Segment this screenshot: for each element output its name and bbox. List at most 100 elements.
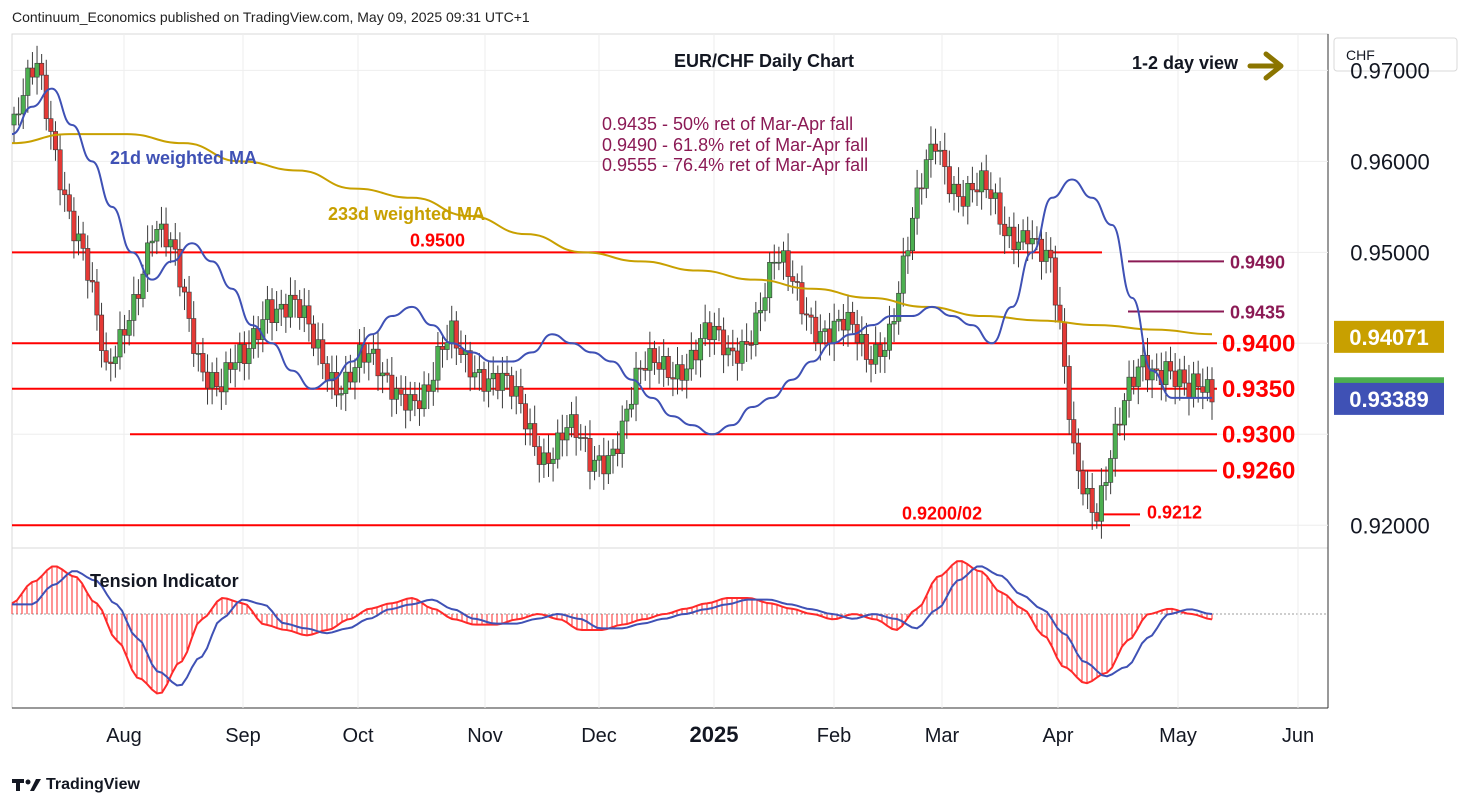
candle-body-187: [873, 344, 879, 365]
ma21-label: 21d weighted MA: [110, 148, 257, 168]
candle-body-194: [905, 250, 911, 257]
candle-body-134: [628, 403, 634, 410]
price-axis: 0.97000 0.96000 0.95000 0.92000: [1350, 58, 1430, 538]
candle-body-89: [421, 384, 427, 410]
candle-body-229: [1066, 366, 1072, 420]
x-tick-dec: Dec: [581, 725, 617, 747]
candle-body-128: [601, 455, 607, 475]
candle-body-127: [596, 455, 602, 461]
footer-brand: TradingView: [46, 776, 140, 793]
candle-body-3: [25, 67, 31, 96]
candle-body-125: [587, 438, 593, 472]
candle-body-122: [573, 414, 579, 438]
candle-body-168: [785, 250, 791, 277]
candle-body-84: [398, 388, 404, 395]
candle-body-114: [536, 446, 542, 465]
candle-body-192: [896, 292, 902, 322]
oscillator-label: Tension Indicator: [90, 571, 239, 591]
footer: TradingView: [12, 776, 140, 794]
candle-body-138: [647, 348, 653, 371]
candle-body-52: [251, 328, 257, 349]
candle-body-87: [412, 394, 418, 402]
candle-body-202: [942, 149, 948, 167]
candle-body-130: [610, 448, 616, 456]
candle-body-214: [997, 192, 1003, 225]
candle-body-227: [1057, 304, 1063, 323]
candle-body-148: [693, 349, 699, 361]
candle-body-42: [205, 371, 211, 389]
candle-body-257: [1195, 373, 1201, 387]
candle-body-150: [702, 322, 708, 339]
candle-body-40: [195, 353, 201, 355]
candle-body-25: [126, 320, 132, 336]
candle-body-95: [449, 320, 455, 344]
candle-body-129: [605, 455, 611, 475]
candle-body-59: [283, 303, 289, 318]
candle-body-30: [149, 240, 155, 244]
candle-body-198: [923, 159, 929, 189]
candle-body-230: [1071, 419, 1077, 444]
candle-body-131: [615, 448, 621, 454]
currency-label: CHF: [1346, 47, 1375, 63]
candle-body-226: [1052, 257, 1058, 306]
candle-body-201: [937, 149, 943, 152]
candle-body-215: [1002, 223, 1008, 237]
currency-box[interactable]: [1333, 37, 1458, 72]
candle-body-10: [57, 149, 63, 191]
candle-body-56: [269, 299, 275, 323]
candle-body-20: [103, 350, 109, 363]
candle-body-83: [393, 388, 399, 400]
candle-body-15: [80, 233, 86, 249]
ma233-label: 233d weighted MA: [328, 204, 485, 224]
candle-body-16: [85, 248, 91, 281]
x-tick-jun: Jun: [1282, 725, 1314, 747]
candle-body-228: [1062, 321, 1068, 367]
candle-body-232: [1080, 470, 1086, 495]
candle-body-253: [1177, 369, 1183, 387]
candle-body-147: [688, 349, 694, 370]
candle-body-35: [172, 239, 178, 250]
price-badge-label-2: 0.93389: [1349, 387, 1429, 412]
view-label: 1-2 day view: [1132, 53, 1239, 73]
candle-body-146: [684, 368, 690, 381]
candle-body-58: [278, 303, 284, 310]
candle-body-4: [29, 67, 35, 78]
y-tick-3: 0.92000: [1350, 513, 1430, 538]
right-arrow-icon: [1247, 51, 1284, 81]
candle-body-38: [186, 291, 192, 319]
candle-body-237: [1103, 482, 1109, 486]
ma233-line: [11, 133, 1213, 336]
candle-body-113: [532, 423, 538, 447]
candle-body-101: [476, 369, 482, 373]
candle-body-236: [1098, 485, 1104, 522]
candle-body-7: [43, 74, 49, 119]
candle-body-223: [1039, 238, 1045, 262]
candle-body-180: [840, 318, 846, 331]
candle-body-124: [582, 437, 588, 439]
candle-body-36: [177, 248, 183, 288]
x-tick-2025: 2025: [690, 722, 739, 747]
candle-body-100: [472, 372, 478, 378]
candle-body-174: [813, 316, 819, 344]
candle-body-103: [486, 378, 492, 392]
candle-body-0: [11, 113, 17, 126]
candle-body-96: [453, 320, 459, 349]
candle-body-252: [1172, 370, 1178, 387]
candle-body-166: [776, 261, 782, 264]
candle-body-77: [366, 353, 372, 363]
osc-slow-line: [12, 565, 1213, 687]
candle-body-109: [513, 386, 519, 397]
level-label-0: 0.9500: [410, 230, 465, 250]
candle-body-117: [550, 458, 556, 464]
candle-body-68: [324, 363, 330, 382]
candle-body-210: [979, 170, 985, 193]
candle-body-233: [1085, 488, 1091, 495]
candle-body-107: [504, 372, 510, 376]
candle-body-2: [20, 95, 26, 115]
candle-body-175: [817, 331, 823, 344]
candle-body-21: [108, 361, 114, 364]
candle-body-51: [246, 348, 252, 364]
candle-body-112: [527, 423, 533, 430]
candle-body-163: [762, 297, 768, 311]
